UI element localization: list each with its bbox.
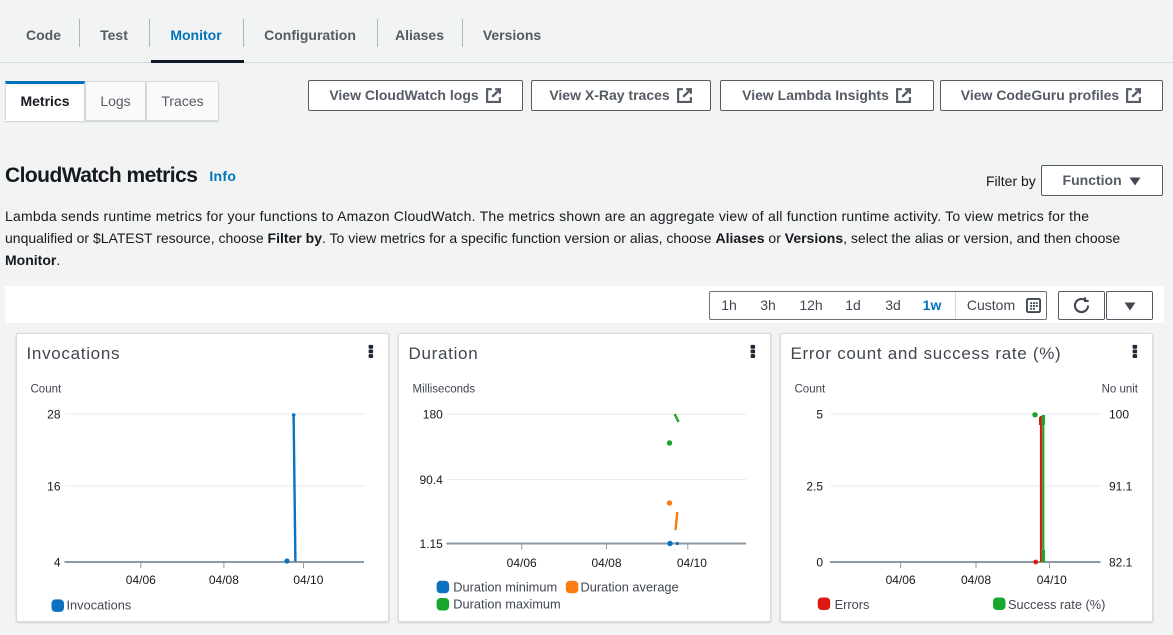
svg-text:4: 4	[54, 555, 61, 569]
svg-text:Invocations: Invocations	[67, 598, 132, 613]
svg-text:180: 180	[423, 408, 443, 422]
svg-text:100: 100	[1109, 407, 1129, 421]
svg-text:90.4: 90.4	[419, 473, 443, 487]
svg-text:Invocations: Invocations	[27, 344, 121, 363]
svg-text:Error count and success rate (: Error count and success rate (%)	[791, 344, 1062, 363]
svg-text:5: 5	[816, 407, 823, 421]
svg-text:04/06: 04/06	[507, 556, 537, 570]
svg-text:91.1: 91.1	[1109, 479, 1133, 493]
svg-text:04/08: 04/08	[591, 556, 621, 570]
svg-text:16: 16	[47, 479, 61, 493]
svg-text:04/10: 04/10	[677, 556, 707, 570]
svg-text:04/08: 04/08	[961, 573, 991, 587]
svg-text:0: 0	[816, 555, 823, 569]
svg-text:82.1: 82.1	[1109, 555, 1133, 569]
svg-text:Duration: Duration	[409, 344, 479, 363]
svg-text:Count: Count	[795, 384, 826, 396]
svg-text:No unit: No unit	[1102, 384, 1139, 396]
svg-text:Duration maximum: Duration maximum	[453, 597, 560, 612]
svg-text:Milliseconds: Milliseconds	[413, 384, 476, 396]
svg-text:2.5: 2.5	[806, 479, 823, 493]
svg-text:04/06: 04/06	[126, 573, 156, 587]
svg-text:Errors: Errors	[835, 597, 870, 612]
svg-text:28: 28	[47, 407, 61, 421]
svg-text:04/06: 04/06	[886, 573, 916, 587]
svg-text:1.15: 1.15	[419, 537, 443, 551]
svg-text:Duration average: Duration average	[581, 579, 679, 594]
svg-text:04/08: 04/08	[209, 573, 239, 587]
svg-text:Count: Count	[31, 384, 62, 396]
svg-text:04/10: 04/10	[293, 573, 323, 587]
svg-text:Duration minimum: Duration minimum	[453, 579, 557, 594]
svg-text:Success rate (%): Success rate (%)	[1008, 597, 1105, 612]
svg-text:04/10: 04/10	[1037, 573, 1067, 587]
